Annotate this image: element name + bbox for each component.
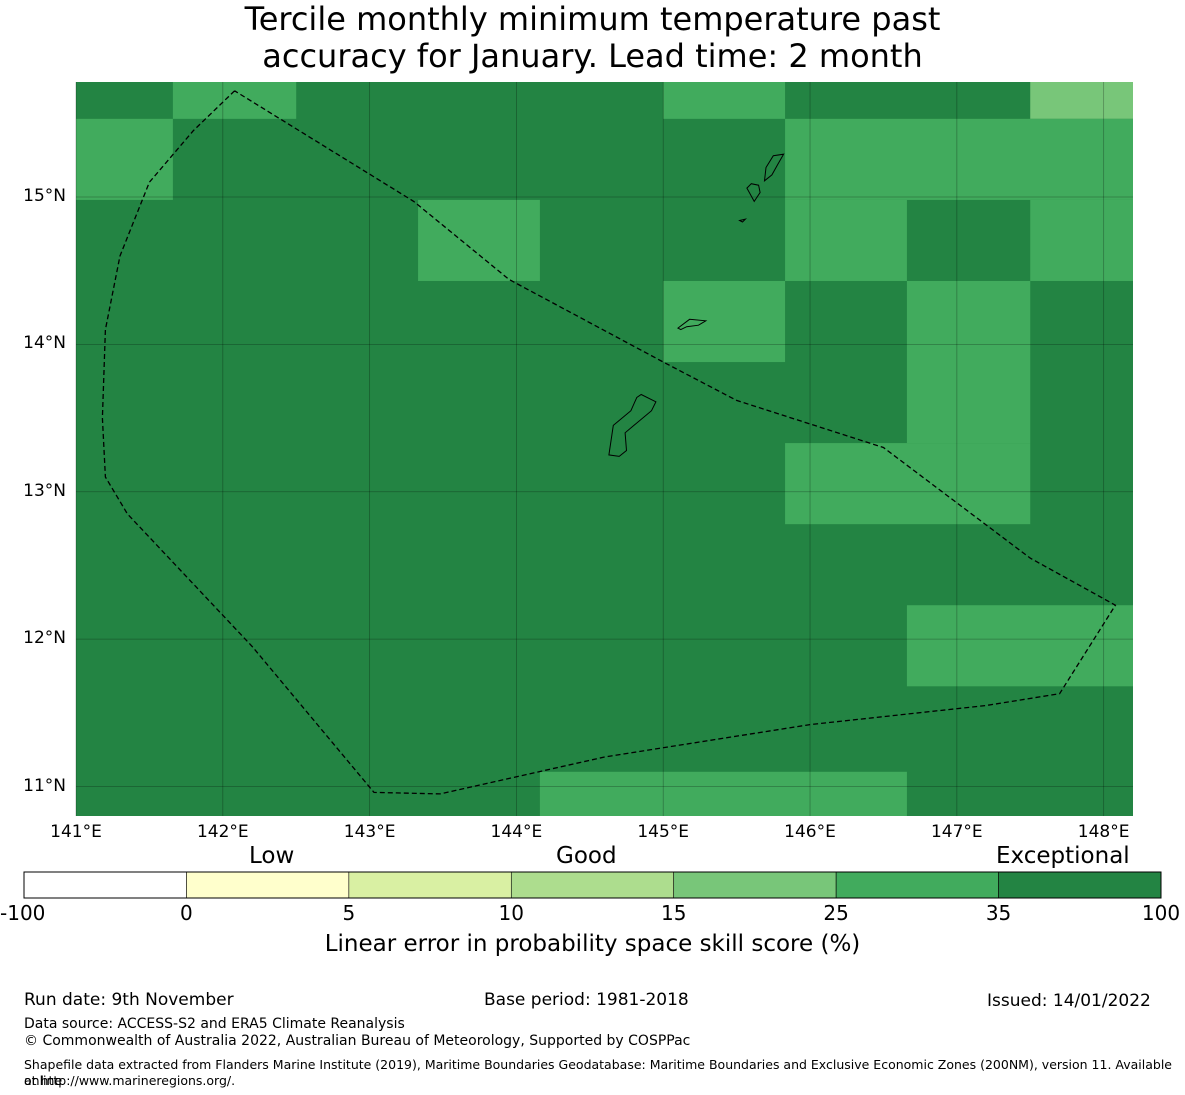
lat-tick-label: 14°N bbox=[23, 333, 66, 354]
lon-tick-label: 141°E bbox=[50, 822, 102, 842]
lat-tick-label: 15°N bbox=[23, 185, 66, 206]
colorbar-word-low: Low bbox=[249, 843, 295, 869]
lon-tick-label: 147°E bbox=[930, 822, 983, 842]
lon-tick-label: 145°E bbox=[637, 822, 690, 842]
colorbar-tick-label: 25 bbox=[823, 901, 849, 925]
island-outline bbox=[738, 218, 748, 223]
skill-cell bbox=[76, 118, 173, 200]
skill-cell bbox=[785, 118, 1133, 200]
colorbar-word-good: Good bbox=[556, 843, 617, 869]
skill-cell bbox=[906, 280, 1031, 444]
skill-cell bbox=[663, 82, 786, 119]
skill-cell bbox=[1030, 82, 1133, 119]
colorbar-tick-label: 10 bbox=[498, 901, 524, 925]
lon-tick-label: 148°E bbox=[1077, 822, 1130, 842]
colorbar-tick-label: 5 bbox=[342, 901, 356, 925]
colorbar-swatch bbox=[186, 871, 350, 899]
skill-cell bbox=[172, 82, 297, 119]
colorbar-tick-label: 100 bbox=[1141, 901, 1181, 925]
title-line-1: Tercile monthly minimum temperature past bbox=[244, 0, 941, 38]
skill-cell bbox=[663, 280, 786, 363]
issued-date: Issued: 14/01/2022 bbox=[987, 991, 1151, 1011]
eez-boundary-line bbox=[101, 90, 1117, 795]
colorbar-tick-label: 35 bbox=[985, 901, 1012, 925]
island-outline bbox=[608, 393, 657, 457]
skill-cell bbox=[418, 199, 540, 281]
lon-tick-label: 143°E bbox=[343, 822, 396, 842]
skill-cell bbox=[539, 771, 907, 816]
colorbar-axis-label: Linear error in probability space skill … bbox=[324, 931, 861, 957]
skill-cell bbox=[785, 199, 907, 281]
colorbar-swatch bbox=[998, 871, 1162, 899]
colorbar-frame bbox=[23, 871, 1162, 899]
shapefile-credit-line-2: at http://www.marineregions.org/. bbox=[24, 1073, 236, 1088]
lat-tick-label: 13°N bbox=[23, 480, 66, 501]
colorbar-swatch bbox=[835, 871, 999, 899]
base-period: Base period: 1981-2018 bbox=[484, 990, 689, 1010]
island-outline bbox=[763, 153, 785, 182]
lon-tick-label: 142°E bbox=[196, 822, 249, 842]
lon-tick-label: 146°E bbox=[784, 822, 836, 842]
island-outline bbox=[746, 183, 761, 203]
colorbar-tick-label: 15 bbox=[660, 901, 687, 925]
colorbar-swatch bbox=[348, 871, 512, 899]
colorbar-swatch bbox=[23, 871, 187, 899]
title-line-2: accuracy for January. Lead time: 2 month bbox=[262, 37, 923, 75]
colorbar-tick-label: -100 bbox=[0, 901, 46, 925]
island-outline bbox=[676, 318, 708, 331]
data-source: Data source: ACCESS-S2 and ERA5 Climate … bbox=[24, 1016, 405, 1032]
run-date: Run date: 9th November bbox=[24, 990, 234, 1010]
colorbar-tick-label: 0 bbox=[180, 901, 193, 925]
skill-cell bbox=[906, 605, 1133, 687]
colorbar-swatch bbox=[510, 871, 675, 899]
skill-cell bbox=[1030, 199, 1133, 281]
lat-tick-label: 11°N bbox=[23, 775, 66, 796]
copyright: © Commonwealth of Australia 2022, Austra… bbox=[24, 1033, 691, 1049]
colorbar-word-exceptional: Exceptional bbox=[996, 843, 1130, 869]
skill-cell bbox=[785, 443, 1031, 525]
colorbar-swatch bbox=[673, 871, 837, 899]
lat-tick-label: 12°N bbox=[23, 628, 66, 649]
shapefile-credit-line-1: Shapefile data extracted from Flanders M… bbox=[24, 1057, 1172, 1088]
lon-tick-label: 144°E bbox=[490, 822, 543, 842]
